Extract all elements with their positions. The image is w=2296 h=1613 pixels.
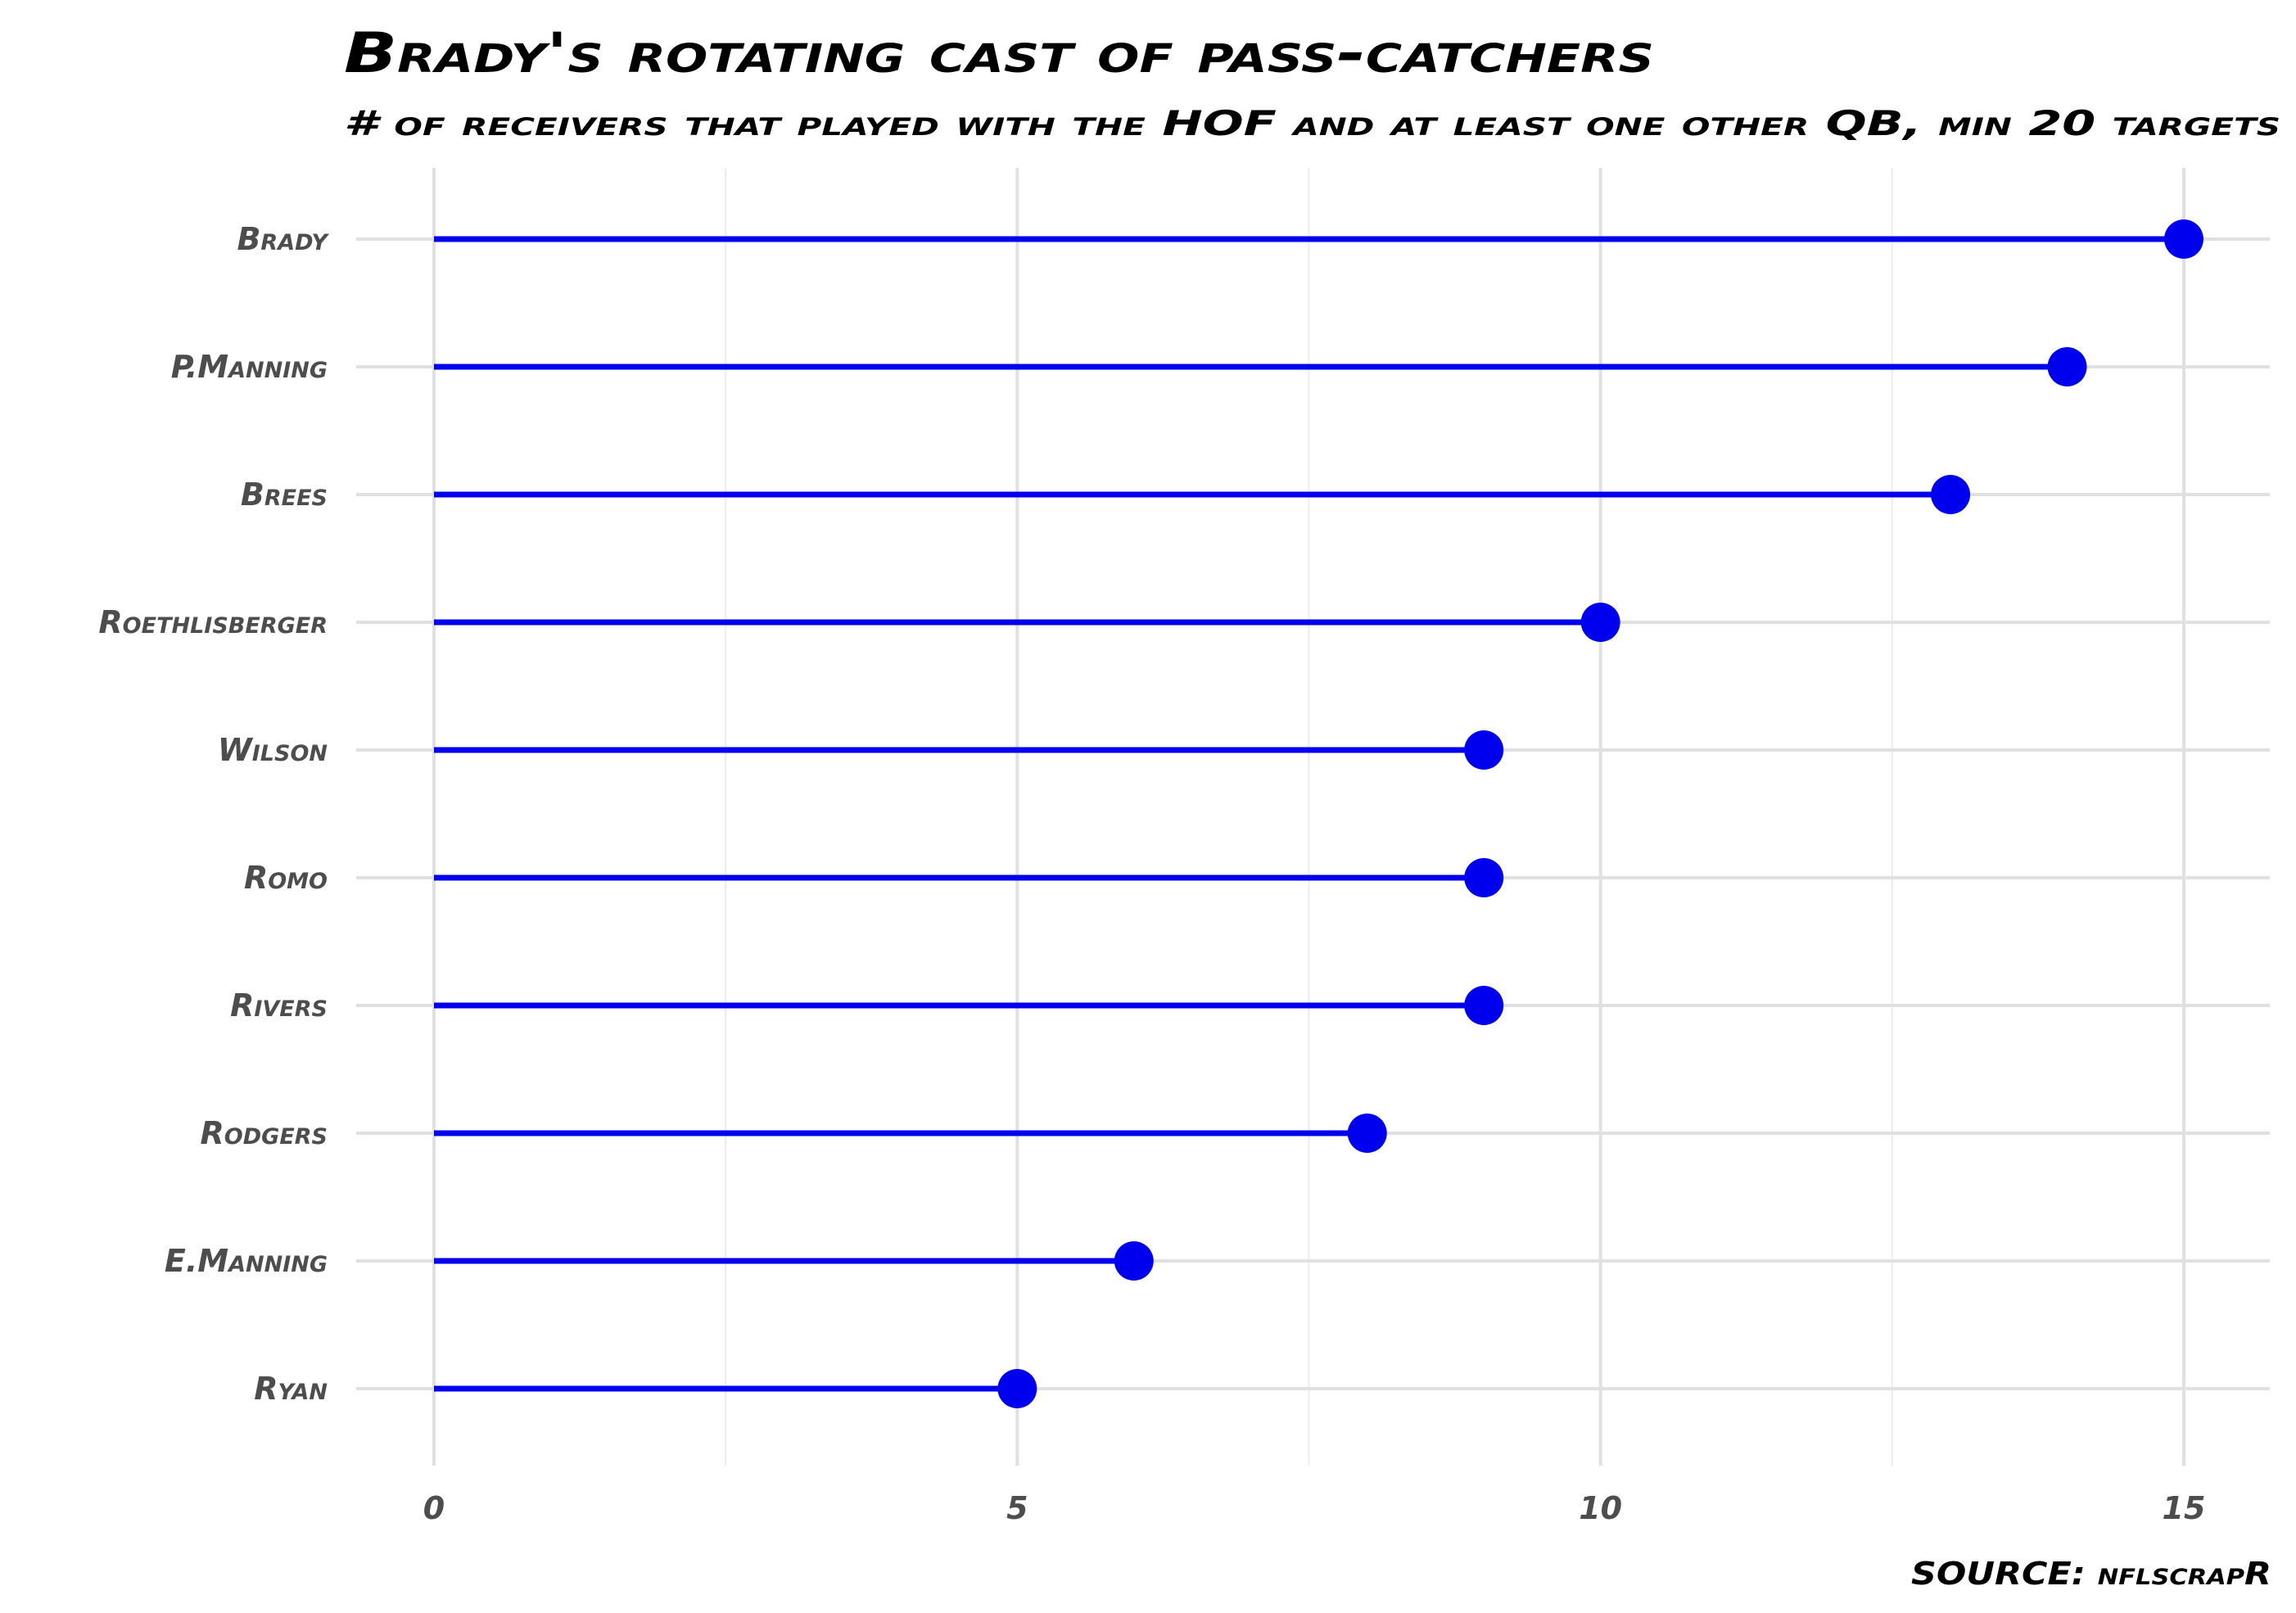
lollipop-point [2164, 219, 2203, 259]
x-tick-label: 5 [1006, 1490, 1028, 1526]
grid [356, 168, 2270, 1466]
lollipop-series [434, 219, 2203, 1408]
y-tick-label: Romo [244, 860, 328, 896]
y-tick-label: Rodgers [201, 1115, 328, 1151]
lollipop-point [1464, 986, 1504, 1025]
chart-subtitle: # of receivers that played with the HOF … [344, 103, 2280, 143]
y-tick-label: Brady [237, 221, 329, 257]
lollipop-point [1464, 858, 1504, 897]
lollipop-point [1580, 603, 1620, 642]
y-tick-label: E.Manning [165, 1243, 328, 1279]
chart-caption: SOURCE: nflscrapR [1911, 1556, 2271, 1592]
x-tick-label: 0 [423, 1490, 445, 1526]
lollipop-point [1347, 1114, 1387, 1153]
x-tick-label: 10 [1579, 1490, 1622, 1526]
y-tick-label: Wilson [218, 732, 328, 768]
y-tick-label: Ryan [254, 1371, 328, 1407]
lollipop-point [1114, 1241, 1154, 1281]
y-axis: Brady P.Manning Brees Roethlisberger Wilson R… [98, 221, 329, 1407]
y-tick-label: Rivers [230, 987, 328, 1023]
lollipop-point [2047, 347, 2087, 386]
y-tick-label: Brees [241, 477, 328, 513]
y-tick-label: P.Manning [171, 349, 328, 385]
x-tick-label: 15 [2163, 1490, 2206, 1526]
lollipop-point [1931, 475, 1971, 514]
chart-title: Brady's rotating cast of pass-catchers [344, 21, 1654, 86]
x-axis: 0 5 10 15 [423, 1490, 2206, 1526]
lollipop-point [997, 1369, 1037, 1408]
y-tick-label: Roethlisberger [98, 604, 328, 640]
lollipop-point [1464, 730, 1504, 770]
